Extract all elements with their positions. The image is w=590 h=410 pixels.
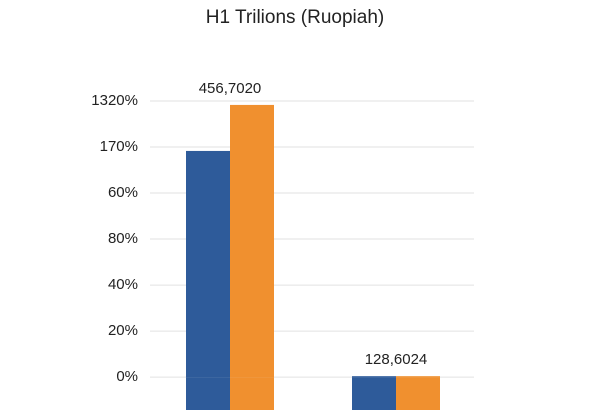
y-tick-label: 20% [108,322,138,339]
bar [230,104,274,378]
y-tick-label: 40% [108,276,138,293]
bar-base [230,377,274,410]
y-tick-label: 1320% [91,92,138,109]
bar-base [352,377,396,410]
y-tick-label: 170% [100,138,138,155]
bar [186,150,230,378]
bar-base [396,377,440,410]
y-tick-label: 60% [108,184,138,201]
annotation: 456,7020 [199,80,262,97]
y-tick-label: 0% [116,368,138,385]
chart-title: H1 Trilions (Ruopiah) [206,7,384,28]
annotation: 128,6024 [365,351,428,368]
y-tick-label: 80% [108,230,138,247]
bar [352,376,396,378]
bar [396,376,440,378]
bar-base [186,377,230,410]
